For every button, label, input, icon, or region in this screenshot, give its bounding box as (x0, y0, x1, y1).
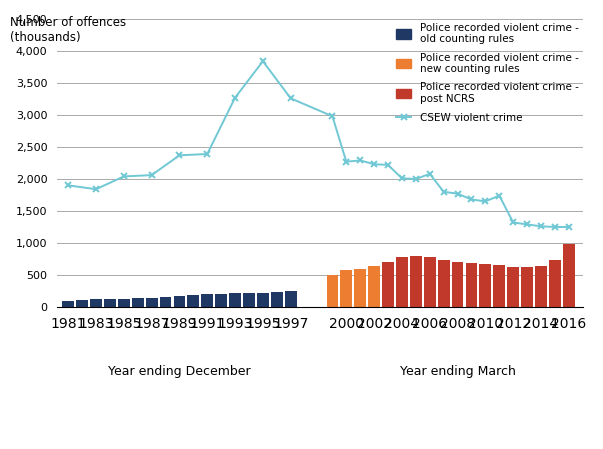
Bar (452, 261, 464, 307)
Bar (62, 300, 74, 307)
Bar (466, 263, 478, 307)
Bar (174, 296, 185, 307)
Bar (410, 256, 421, 307)
Text: Year ending March: Year ending March (400, 365, 516, 378)
Bar (507, 267, 519, 307)
Bar (271, 292, 283, 307)
Text: Number of offences
(thousands): Number of offences (thousands) (10, 16, 126, 44)
Bar (285, 291, 297, 307)
Bar (521, 267, 533, 307)
Bar (90, 299, 102, 307)
Bar (160, 297, 171, 307)
Bar (76, 299, 88, 307)
Bar (132, 298, 144, 307)
Bar (146, 298, 157, 307)
Bar (243, 293, 255, 307)
Bar (396, 257, 408, 307)
Bar (104, 299, 116, 307)
Bar (438, 260, 450, 307)
Bar (355, 269, 366, 307)
Bar (535, 266, 547, 307)
Bar (341, 270, 352, 307)
Bar (563, 244, 575, 307)
Bar (188, 295, 199, 307)
Bar (479, 264, 491, 307)
Bar (215, 294, 227, 307)
Bar (326, 275, 338, 307)
Bar (229, 293, 241, 307)
Bar (201, 295, 213, 307)
Bar (549, 260, 561, 307)
Bar (368, 266, 380, 307)
Text: Year ending December: Year ending December (108, 365, 251, 378)
Legend: Police recorded violent crime -
old counting rules, Police recorded violent crim: Police recorded violent crime - old coun… (391, 18, 582, 127)
Bar (382, 261, 394, 307)
Bar (424, 257, 436, 307)
Bar (493, 265, 505, 307)
Bar (257, 293, 269, 307)
Bar (118, 299, 130, 307)
